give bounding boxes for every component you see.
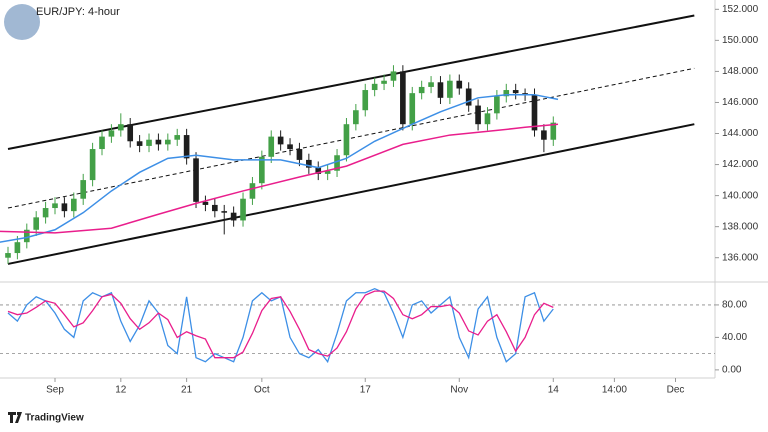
trend-line xyxy=(7,67,695,209)
candle-body xyxy=(117,124,124,131)
candle-body xyxy=(315,167,322,174)
trend-line xyxy=(7,123,695,265)
oscillator-line xyxy=(7,290,554,359)
candle-body xyxy=(23,229,30,243)
y-tick-label: 136.000 xyxy=(722,252,759,263)
y-tick-label: 144.000 xyxy=(722,128,759,139)
candle-body xyxy=(447,80,453,98)
logo-badge xyxy=(4,4,40,40)
y-tick-label: 142.000 xyxy=(722,159,759,170)
y-tick-label: 148.000 xyxy=(722,66,759,77)
candle-body xyxy=(418,86,425,94)
candle-body xyxy=(183,135,190,159)
candle-body xyxy=(277,136,284,145)
candle-body xyxy=(230,212,237,221)
x-tick-label: Oct xyxy=(254,385,270,396)
candle-body xyxy=(531,94,538,131)
candle-body xyxy=(343,124,350,156)
candle-body xyxy=(456,80,463,89)
candle-body xyxy=(512,90,519,94)
y-tick-label: 140.000 xyxy=(722,190,759,201)
candle-body xyxy=(52,203,58,209)
candle-body xyxy=(240,198,246,221)
candle-body xyxy=(174,135,181,140)
candle-body xyxy=(428,82,434,87)
y-tick-label: 152.000 xyxy=(722,4,759,15)
candle-body xyxy=(5,253,11,258)
candle-body xyxy=(437,82,444,98)
candle-body xyxy=(484,113,491,125)
x-tick-label: Sep xyxy=(46,385,64,396)
candle-body xyxy=(127,124,134,142)
y-tick-label: 150.000 xyxy=(722,35,759,46)
candle-body xyxy=(221,211,228,213)
y-tick-label: 0.00 xyxy=(722,365,742,376)
candle-body xyxy=(212,204,218,212)
candle-body xyxy=(136,141,143,146)
candle-body xyxy=(42,208,49,218)
moving-average xyxy=(0,123,559,234)
candle-body xyxy=(33,217,40,230)
x-tick-label: 17 xyxy=(360,385,372,396)
candle-body xyxy=(541,130,547,140)
x-tick-label: 21 xyxy=(181,385,193,396)
candle-body xyxy=(61,203,68,212)
x-tick-label: Dec xyxy=(667,385,685,396)
candle-body xyxy=(381,80,387,84)
candle-body xyxy=(371,83,378,91)
candle-body xyxy=(193,158,199,202)
y-tick-label: 146.000 xyxy=(722,97,759,108)
candle-body xyxy=(390,71,397,81)
x-tick-label: 14:00 xyxy=(602,385,627,396)
y-tick-label: 138.000 xyxy=(722,221,759,232)
candle-body xyxy=(353,110,359,125)
candle-body xyxy=(287,144,293,150)
candle-body xyxy=(14,242,21,254)
candle-body xyxy=(324,170,331,174)
brand-name: TradingView xyxy=(25,413,84,424)
moving-average xyxy=(0,93,559,243)
candle-body xyxy=(99,136,105,150)
candle-body xyxy=(155,139,162,145)
candle-body xyxy=(362,90,369,111)
candle-body xyxy=(334,155,340,171)
y-tick-label: 40.00 xyxy=(722,332,747,343)
chart-title: EUR/JPY: 4-hour xyxy=(36,6,120,18)
candle-body xyxy=(465,88,472,106)
candle-body xyxy=(165,139,171,145)
x-tick-label: 12 xyxy=(115,385,127,396)
candle-body xyxy=(108,130,115,137)
candle-body xyxy=(522,93,528,95)
candle-body xyxy=(503,90,510,97)
candle-body xyxy=(259,156,265,184)
candle-body xyxy=(475,105,481,125)
y-tick-label: 80.00 xyxy=(722,300,747,311)
candle-body xyxy=(306,159,312,168)
candle-body xyxy=(202,201,209,205)
candle-body xyxy=(296,149,303,160)
x-tick-label: Nov xyxy=(450,385,468,396)
candle-body xyxy=(70,198,77,212)
candle-body xyxy=(80,180,87,199)
brand-icon xyxy=(8,412,22,423)
candle-body xyxy=(409,93,416,125)
candle-body xyxy=(249,183,256,199)
candle-body xyxy=(146,139,152,146)
candle-body xyxy=(550,122,557,140)
candle-body xyxy=(494,96,500,114)
candle-body xyxy=(89,149,96,181)
candle-body xyxy=(268,136,275,157)
candle-body xyxy=(400,71,406,125)
x-tick-label: 14 xyxy=(548,385,560,396)
